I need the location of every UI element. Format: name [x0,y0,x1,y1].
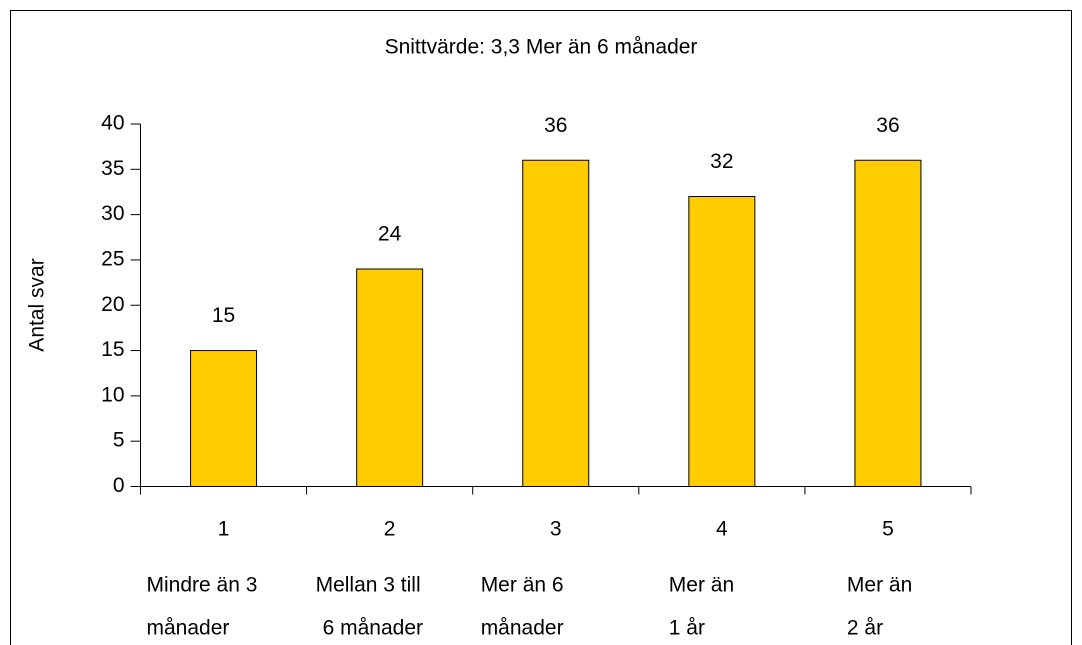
category-description: Mellan 3 till [316,574,421,597]
chart-title: Snittvärde: 3,3 Mer än 6 månader [385,36,698,59]
category-description: Mer än [669,574,734,597]
y-tick-label: 10 [101,383,124,406]
category-description: Mer än [847,574,912,597]
value-label: 36 [544,114,567,137]
category-description: månader [481,617,564,640]
y-tick-label: 0 [113,474,125,497]
category-description: 6 månader [323,617,423,640]
x-tick-label: 5 [882,518,894,541]
y-tick-label: 35 [101,157,124,180]
x-tick-label: 3 [550,518,562,541]
value-label: 36 [876,114,899,137]
y-tick-label: 15 [101,338,124,361]
y-tick-label: 5 [113,429,125,452]
bar [688,196,756,487]
bar [356,268,424,487]
category-description: 1 år [669,617,705,640]
category-description: 2 år [847,617,883,640]
x-tick-label: 1 [218,518,230,541]
bar [190,350,258,487]
value-label: 32 [710,150,733,173]
y-tick-label: 25 [101,247,124,270]
y-tick-label: 20 [101,293,124,316]
bar [522,159,590,487]
x-tick-label: 4 [716,518,728,541]
y-tick-label: 40 [101,112,124,135]
bar [854,159,922,487]
y-tick-label: 30 [101,202,124,225]
category-description: Mer än 6 [481,574,564,597]
frame [10,10,1072,645]
category-description: månader [147,617,230,640]
y-axis-label: Antal svar [26,258,49,351]
x-tick-label: 2 [384,518,396,541]
value-label: 24 [378,223,402,246]
value-label: 15 [212,304,235,327]
category-description: Mindre än 3 [147,574,258,597]
